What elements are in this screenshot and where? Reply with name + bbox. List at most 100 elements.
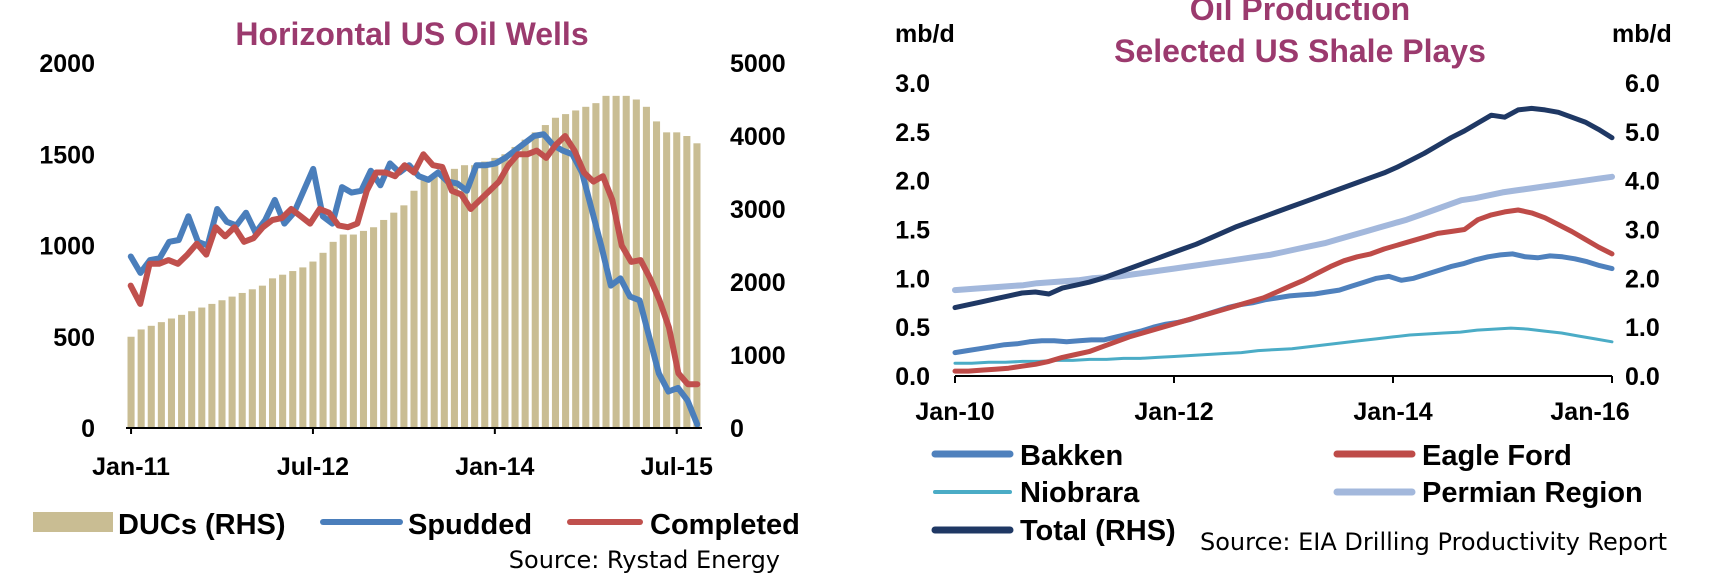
right-y-tick-label: 3.0 bbox=[895, 70, 930, 98]
line-completed bbox=[127, 133, 701, 388]
right-chart-title-line2: Selected US Shale Plays bbox=[1114, 33, 1486, 69]
duc-bar bbox=[622, 95, 630, 428]
duc-bar bbox=[521, 139, 529, 428]
duc-bar bbox=[531, 132, 539, 428]
duc-bar bbox=[612, 95, 620, 428]
right-y-tick-label: 0.5 bbox=[895, 314, 930, 342]
duc-bar bbox=[450, 168, 458, 428]
left-y2-tick-label: 3000 bbox=[730, 196, 786, 224]
left-y-axis-left-ticks: 2000 1500 1000 500 0 bbox=[39, 50, 95, 443]
duc-bar bbox=[188, 311, 196, 428]
duc-bar bbox=[582, 106, 590, 429]
duc-bar bbox=[562, 114, 570, 428]
duc-bar bbox=[349, 234, 357, 428]
left-y2-tick-label: 2000 bbox=[730, 269, 786, 297]
left-source-note: Source: Rystad Energy bbox=[509, 546, 780, 574]
legend-bakken-label: Bakken bbox=[1020, 440, 1123, 472]
right-y2-tick-label: 3.0 bbox=[1625, 217, 1660, 245]
left-y-tick-label: 1000 bbox=[39, 233, 95, 261]
right-y-tick-label: 2.5 bbox=[895, 119, 930, 147]
right-x-tick-label: Jan-16 bbox=[1550, 398, 1629, 426]
duc-bar bbox=[380, 219, 388, 428]
duc-bar bbox=[370, 227, 378, 428]
duc-bar bbox=[137, 329, 145, 428]
right-y-tick-label: 2.0 bbox=[895, 168, 930, 196]
duc-bar bbox=[471, 165, 479, 428]
duc-bar bbox=[258, 285, 266, 428]
right-y-tick-label: 1.0 bbox=[895, 265, 930, 293]
duc-bar bbox=[339, 234, 347, 428]
right-left-unit-label: mb/d bbox=[895, 20, 955, 48]
line-eagle-ford bbox=[952, 207, 1615, 374]
duc-bar bbox=[420, 179, 428, 428]
duc-bar bbox=[157, 322, 165, 428]
left-y-tick-label: 1500 bbox=[39, 141, 95, 169]
right-y-axis-right-ticks: 6.0 5.0 4.0 3.0 2.0 1.0 0.0 bbox=[1625, 70, 1660, 391]
right-x-tick-label: Jan-10 bbox=[915, 398, 994, 426]
duc-bar bbox=[400, 205, 408, 428]
duc-bar bbox=[663, 132, 671, 428]
duc-bar bbox=[268, 278, 277, 428]
duc-bar bbox=[248, 289, 256, 428]
right-x-axis-ticks: Jan-10 Jan-12 Jan-14 Jan-16 bbox=[915, 376, 1630, 426]
legend-niobrara-label: Niobrara bbox=[1020, 477, 1140, 509]
duc-bar bbox=[127, 336, 135, 428]
duc-bar bbox=[410, 190, 418, 428]
left-y-axis-right-ticks: 5000 4000 3000 2000 1000 0 bbox=[730, 50, 786, 443]
right-y2-tick-label: 1.0 bbox=[1625, 314, 1660, 342]
right-chart-title-line1: Oil Production bbox=[1190, 0, 1410, 27]
duc-bar bbox=[279, 274, 287, 428]
line-permian-region bbox=[952, 173, 1615, 294]
right-x-tick-label: Jan-14 bbox=[1353, 398, 1432, 426]
duc-bar bbox=[592, 103, 600, 429]
legend-duc-swatch bbox=[33, 512, 113, 532]
right-y-axis-left-ticks: 3.0 2.5 2.0 1.5 1.0 0.5 0.0 bbox=[895, 70, 930, 391]
right-y-tick-label: 0.0 bbox=[895, 363, 930, 391]
legend-eagleford-label: Eagle Ford bbox=[1422, 440, 1572, 472]
duc-bar bbox=[319, 252, 327, 428]
right-y-tick-label: 1.5 bbox=[895, 217, 930, 245]
right-source-note: Source: EIA Drilling Productivity Report bbox=[1200, 528, 1667, 556]
right-x-tick-label: Jan-12 bbox=[1134, 398, 1213, 426]
left-y2-tick-label: 5000 bbox=[730, 50, 786, 78]
right-y2-tick-label: 6.0 bbox=[1625, 70, 1660, 98]
duc-bar bbox=[693, 143, 701, 429]
right-y2-tick-label: 0.0 bbox=[1625, 363, 1660, 391]
left-x-tick-label: Jul-15 bbox=[641, 453, 713, 481]
legend-permian-label: Permian Region bbox=[1422, 477, 1643, 509]
duc-bar bbox=[481, 161, 489, 429]
duc-bar bbox=[329, 241, 337, 428]
duc-bar bbox=[218, 300, 226, 428]
left-lines bbox=[127, 131, 701, 428]
duc-bar bbox=[683, 136, 691, 428]
left-x-tick-label: Jan-11 bbox=[92, 453, 170, 481]
duc-bar bbox=[491, 157, 499, 428]
duc-bar bbox=[390, 212, 398, 428]
left-x-tick-label: Jul-12 bbox=[277, 453, 349, 481]
duc-bar bbox=[460, 165, 469, 428]
left-chart-title: Horizontal US Oil Wells bbox=[235, 16, 588, 52]
legend-duc-label: DUCs (RHS) bbox=[118, 509, 286, 541]
duc-bar bbox=[359, 230, 368, 428]
duc-bar bbox=[167, 318, 176, 428]
right-lines bbox=[952, 105, 1615, 374]
left-x-tick-label: Jan-14 bbox=[455, 453, 534, 481]
legend-spudded-label: Spudded bbox=[408, 509, 532, 541]
left-y-tick-label: 0 bbox=[81, 415, 95, 443]
left-y2-tick-label: 1000 bbox=[730, 342, 786, 370]
left-y2-tick-label: 0 bbox=[730, 415, 744, 443]
legend-total-label: Total (RHS) bbox=[1020, 515, 1176, 547]
line-total-rhs bbox=[952, 105, 1615, 311]
right-right-unit-label: mb/d bbox=[1612, 20, 1672, 48]
duc-bar bbox=[228, 296, 236, 428]
duc-bar bbox=[440, 172, 448, 428]
duc-bar bbox=[652, 121, 661, 429]
right-y2-tick-label: 2.0 bbox=[1625, 265, 1660, 293]
left-y-tick-label: 500 bbox=[53, 324, 95, 352]
duc-bar bbox=[309, 261, 317, 428]
right-y2-tick-label: 5.0 bbox=[1625, 119, 1660, 147]
duc-bar bbox=[501, 154, 509, 428]
left-y2-tick-label: 4000 bbox=[730, 123, 786, 151]
line-niobrara bbox=[953, 326, 1614, 365]
